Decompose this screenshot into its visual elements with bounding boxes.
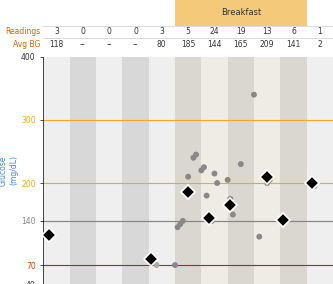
Text: 185: 185 xyxy=(181,40,195,49)
Text: 19: 19 xyxy=(236,28,246,36)
Text: 6: 6 xyxy=(291,28,296,36)
Point xyxy=(175,225,180,229)
Point xyxy=(228,197,233,201)
Point xyxy=(278,219,283,223)
Bar xyxy=(122,57,149,284)
Text: 13: 13 xyxy=(262,28,272,36)
Y-axis label: Glucose
(mg/dL): Glucose (mg/dL) xyxy=(0,155,18,185)
Point xyxy=(49,233,54,237)
Point xyxy=(264,181,270,185)
Point xyxy=(149,256,154,261)
Point xyxy=(209,219,214,223)
Text: --: -- xyxy=(106,40,112,49)
Bar xyxy=(201,57,228,284)
Point xyxy=(180,219,185,223)
Point xyxy=(185,174,191,179)
FancyBboxPatch shape xyxy=(175,0,307,26)
Point xyxy=(230,212,235,217)
Text: Breakfast: Breakfast xyxy=(221,8,261,17)
Bar xyxy=(175,57,307,284)
Point xyxy=(251,92,257,97)
Text: 144: 144 xyxy=(207,40,222,49)
Text: 2: 2 xyxy=(317,40,322,49)
Bar xyxy=(70,57,96,284)
Text: 141: 141 xyxy=(286,40,301,49)
Bar xyxy=(175,57,201,284)
Text: --: -- xyxy=(80,40,86,49)
Bar xyxy=(254,57,280,284)
Text: Readings: Readings xyxy=(5,28,41,36)
Bar xyxy=(280,57,307,284)
Point xyxy=(154,263,159,267)
Point xyxy=(312,184,317,189)
Point xyxy=(267,178,272,182)
Bar xyxy=(96,57,122,284)
Text: --: -- xyxy=(133,40,138,49)
Point xyxy=(191,156,196,160)
Text: 165: 165 xyxy=(233,40,248,49)
Point xyxy=(257,234,262,239)
Text: 80: 80 xyxy=(157,40,166,49)
Text: 118: 118 xyxy=(49,40,64,49)
Point xyxy=(46,233,51,237)
Text: 24: 24 xyxy=(210,28,219,36)
Text: 209: 209 xyxy=(260,40,274,49)
Point xyxy=(204,193,209,198)
Text: 5: 5 xyxy=(186,28,190,36)
Point xyxy=(214,181,220,185)
Point xyxy=(225,178,230,182)
Text: 0: 0 xyxy=(133,28,138,36)
Text: 0: 0 xyxy=(107,28,112,36)
Point xyxy=(193,152,199,157)
Point xyxy=(201,165,206,170)
Text: 0: 0 xyxy=(80,28,85,36)
Point xyxy=(283,219,288,223)
Point xyxy=(172,263,177,267)
Text: 3: 3 xyxy=(160,28,164,36)
Bar xyxy=(149,57,175,284)
Point xyxy=(212,171,217,176)
Point xyxy=(238,162,243,166)
Text: 3: 3 xyxy=(54,28,59,36)
Text: Avg BG: Avg BG xyxy=(13,40,41,49)
Text: 1: 1 xyxy=(317,28,322,36)
Point xyxy=(309,181,315,185)
Bar xyxy=(43,57,70,284)
Point xyxy=(199,168,204,173)
Bar xyxy=(228,57,254,284)
Point xyxy=(206,216,212,220)
Bar xyxy=(307,57,333,284)
Point xyxy=(177,222,183,226)
